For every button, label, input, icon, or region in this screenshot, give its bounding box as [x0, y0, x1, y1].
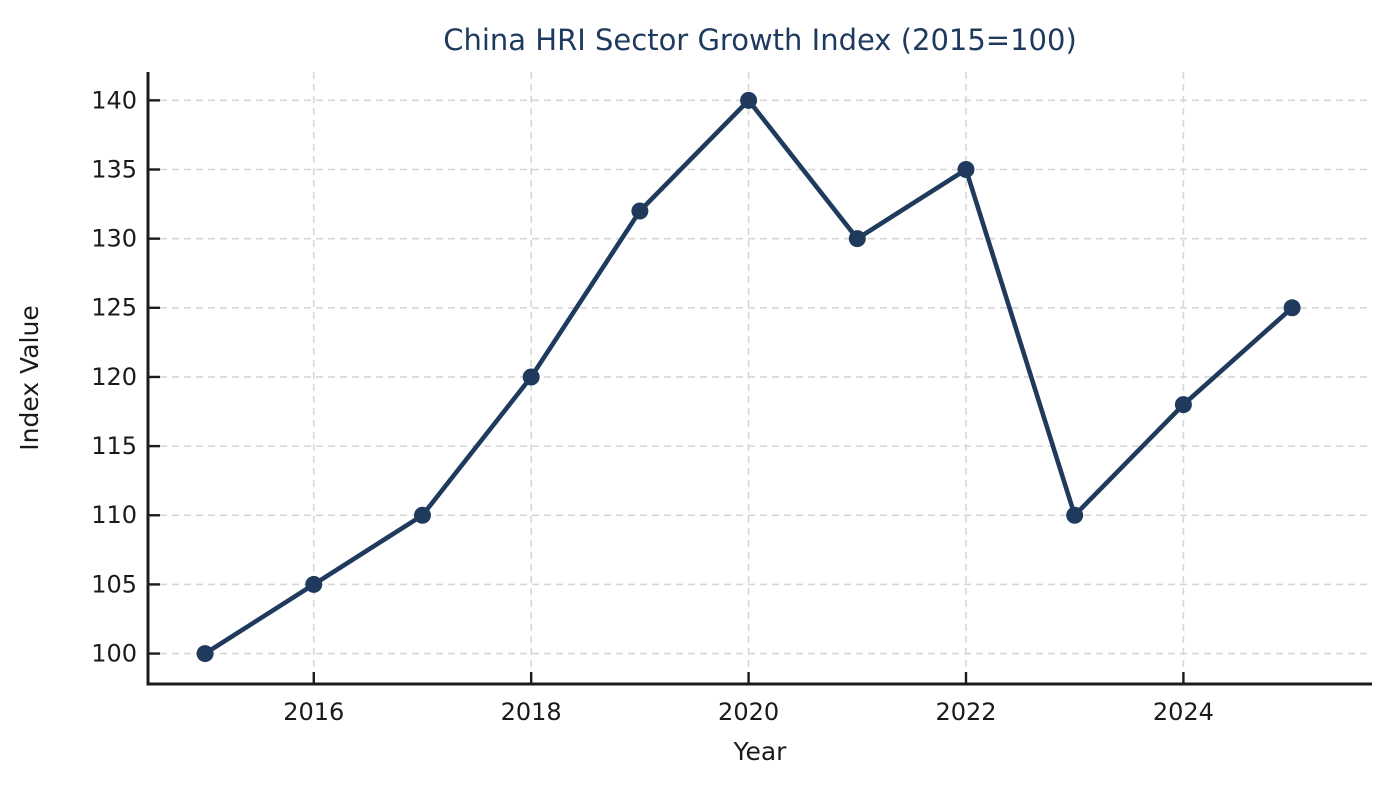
x-tick-label: 2020 — [718, 698, 779, 726]
x-tick-label: 2018 — [501, 698, 562, 726]
y-tick-label: 120 — [91, 363, 137, 391]
data-point-marker — [848, 230, 866, 248]
y-tick-label: 100 — [91, 639, 137, 667]
grid-layer — [148, 72, 1372, 684]
y-tick-label: 125 — [91, 294, 137, 322]
y-axis-label: Index Value — [15, 305, 44, 450]
y-tick-label: 140 — [91, 86, 137, 114]
data-point-marker — [413, 506, 431, 524]
data-point-marker — [522, 368, 540, 386]
x-axis-label: Year — [733, 737, 788, 766]
data-point-marker — [1283, 299, 1301, 317]
y-tick-label: 105 — [91, 570, 137, 598]
x-tick-label: 2016 — [283, 698, 344, 726]
x-tick-label: 2024 — [1153, 698, 1214, 726]
chart-title: China HRI Sector Growth Index (2015=100) — [443, 23, 1077, 57]
data-point-marker — [631, 202, 649, 220]
data-point-marker — [305, 575, 323, 593]
y-tick-label: 110 — [91, 501, 137, 529]
axis-layer: 100 105 110 115 120 125 130 135 140 2016 2018 2020 2… — [91, 72, 1372, 726]
y-tick-label: 115 — [91, 432, 137, 460]
x-tick-label: 2022 — [935, 698, 996, 726]
y-tick-label: 135 — [91, 155, 137, 183]
data-point-marker — [740, 91, 758, 109]
data-point-marker — [957, 161, 975, 179]
data-point-marker — [1066, 506, 1084, 524]
data-point-marker — [196, 645, 214, 663]
y-tick-label: 130 — [91, 225, 137, 253]
series-layer — [196, 91, 1301, 663]
data-point-marker — [1174, 396, 1192, 414]
